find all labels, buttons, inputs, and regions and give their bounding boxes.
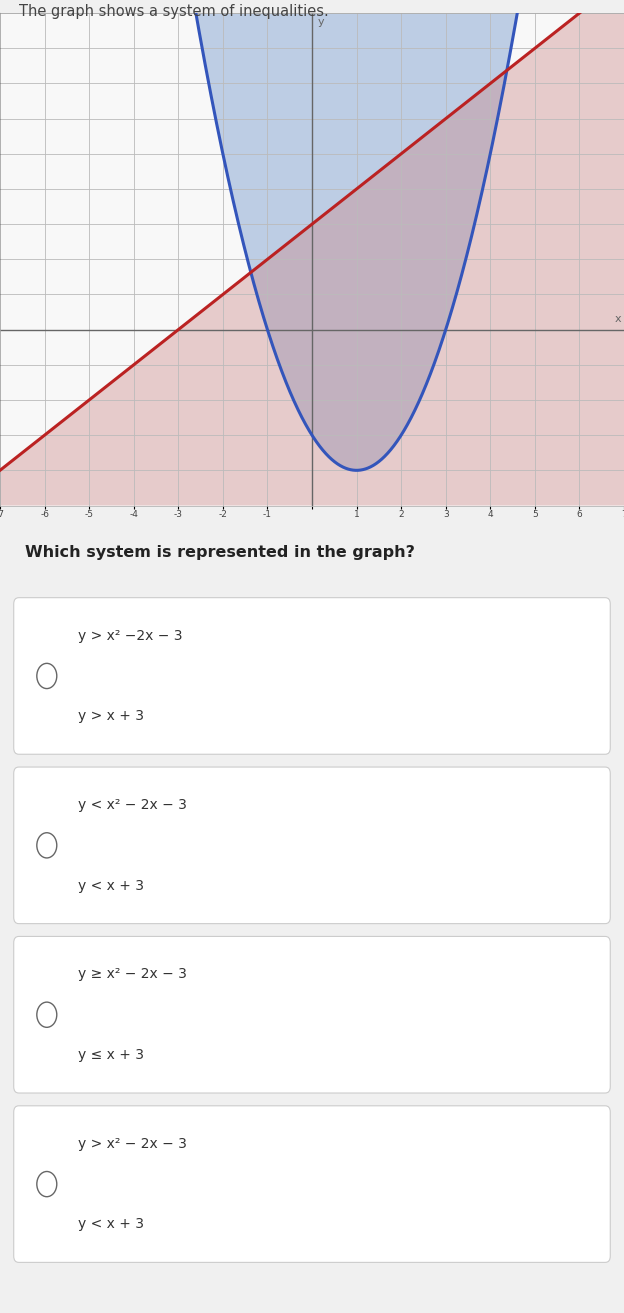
FancyBboxPatch shape: [14, 597, 610, 754]
Text: y > x² − 2x − 3: y > x² − 2x − 3: [78, 1137, 187, 1150]
Text: y < x + 3: y < x + 3: [78, 1217, 144, 1232]
FancyBboxPatch shape: [14, 1106, 610, 1262]
Text: x: x: [615, 314, 622, 324]
Text: y ≥ x² − 2x − 3: y ≥ x² − 2x − 3: [78, 968, 187, 981]
Text: Which system is represented in the graph?: Which system is represented in the graph…: [25, 545, 415, 559]
Text: The graph shows a system of inequalities.: The graph shows a system of inequalities…: [19, 4, 328, 18]
FancyBboxPatch shape: [14, 767, 610, 923]
Text: y ≤ x + 3: y ≤ x + 3: [78, 1048, 144, 1062]
Text: y < x² − 2x − 3: y < x² − 2x − 3: [78, 798, 187, 811]
FancyBboxPatch shape: [14, 936, 610, 1092]
Text: y > x + 3: y > x + 3: [78, 709, 144, 723]
Text: y < x + 3: y < x + 3: [78, 878, 144, 893]
Text: y: y: [318, 17, 324, 26]
Text: y > x² −2x − 3: y > x² −2x − 3: [78, 629, 182, 642]
